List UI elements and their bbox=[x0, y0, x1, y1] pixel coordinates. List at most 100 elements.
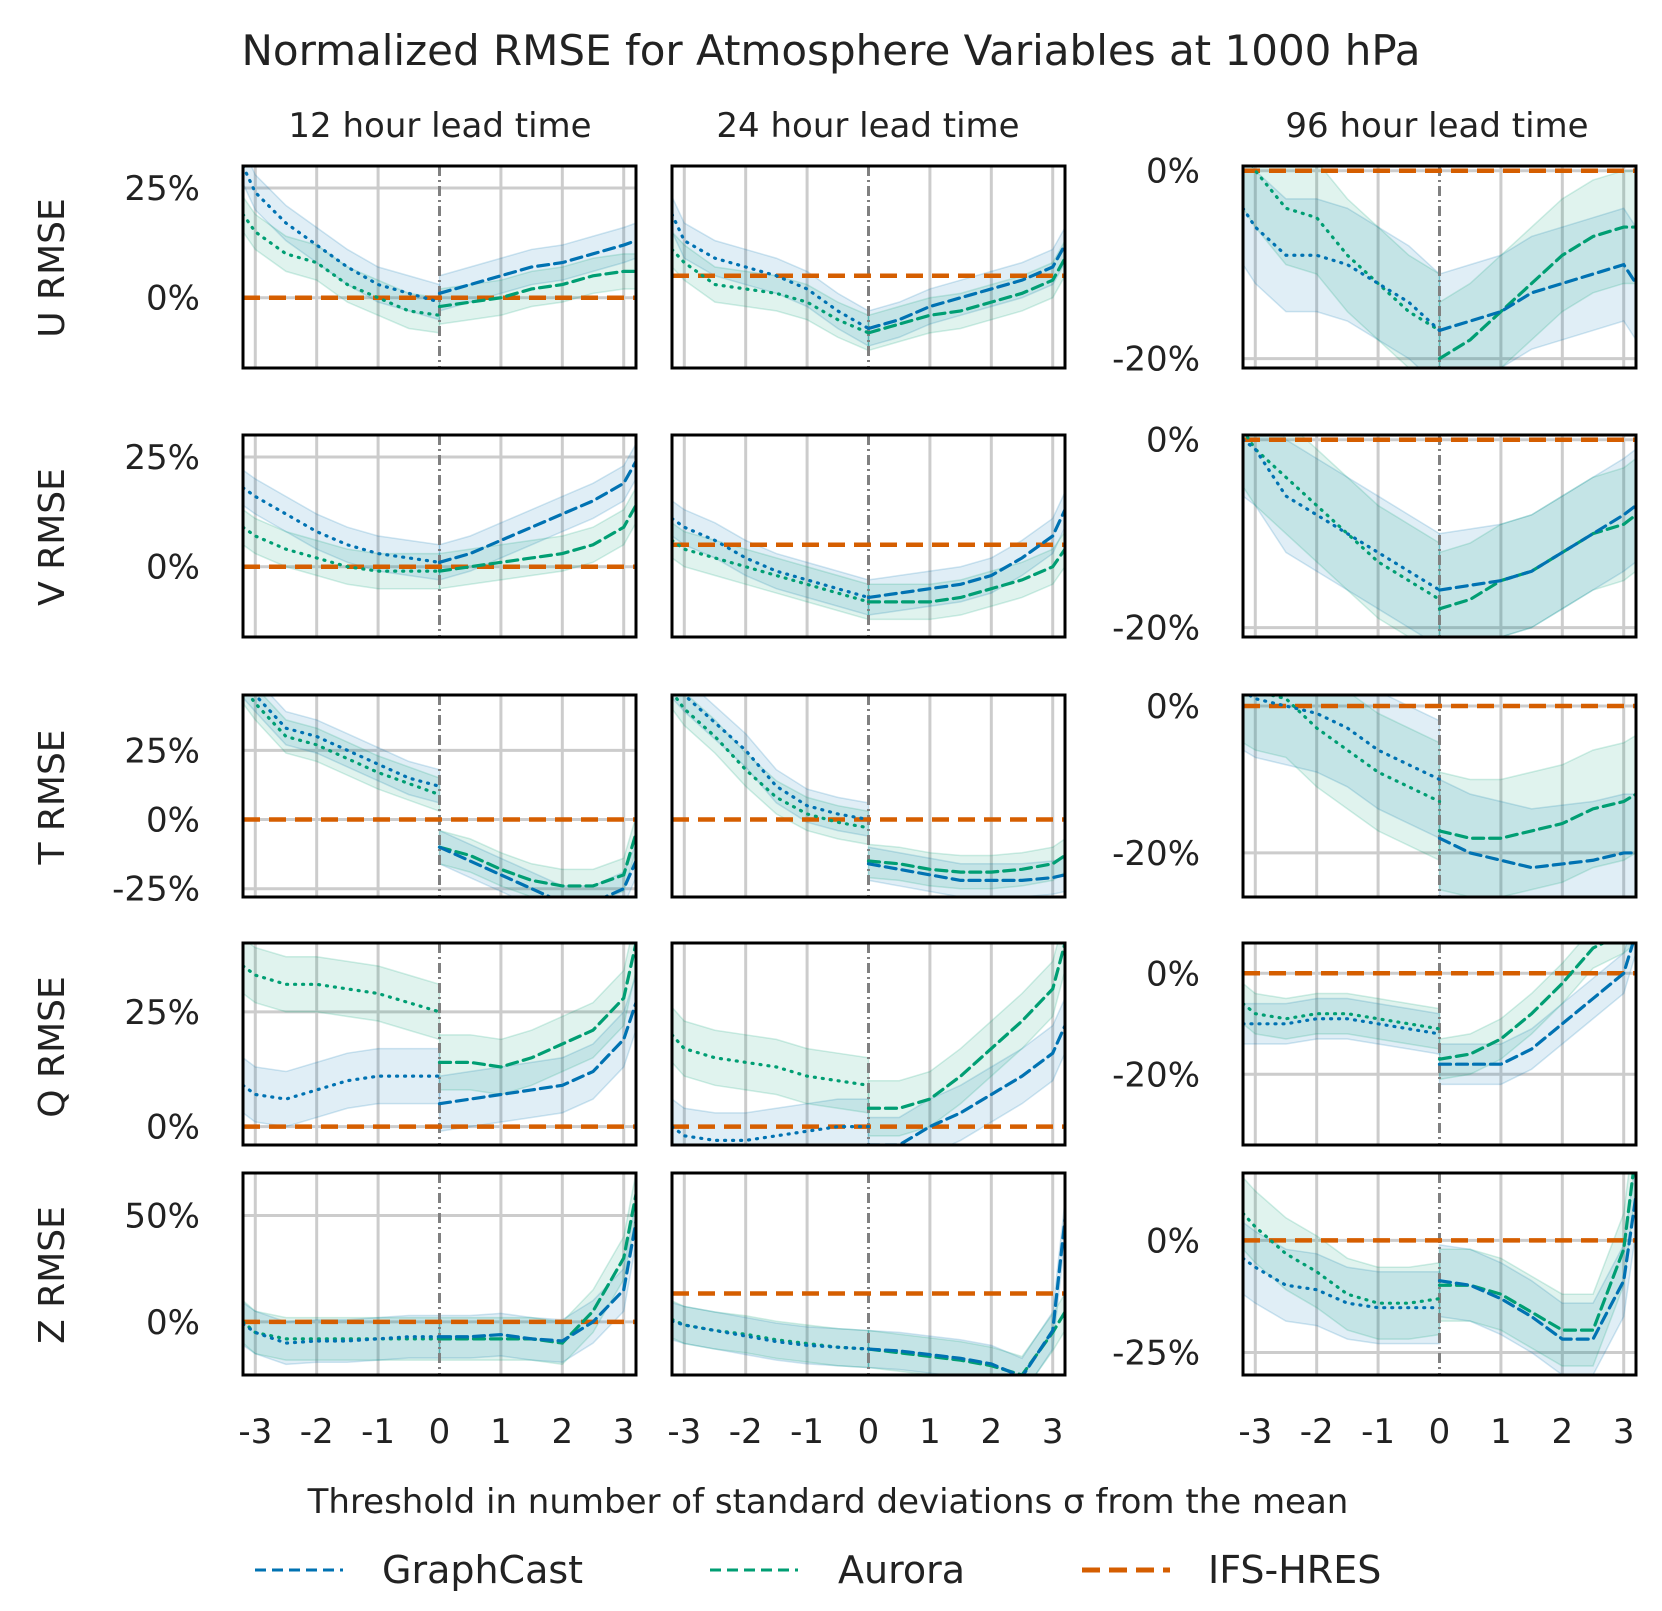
panel-2-1-band-graphcast-high bbox=[867, 846, 1065, 897]
panel-2-0-line-aurora-high bbox=[437, 831, 636, 888]
panel-2-1-line-aurora-low bbox=[672, 695, 871, 830]
panel-2-2-band-graphcast-high bbox=[1438, 778, 1636, 897]
panel-0-0-line-aurora-high bbox=[437, 269, 636, 309]
panel-1-0-plot-area bbox=[243, 435, 636, 637]
panel-1-0-band-aurora-low bbox=[243, 508, 441, 590]
panel-3-0-line-aurora-low bbox=[243, 964, 442, 1014]
panel-0-2-band-aurora-low bbox=[1243, 166, 1441, 368]
panel-2-0-ytick-label: 25% bbox=[124, 731, 200, 771]
panel-3-1-band-graphcast-low bbox=[672, 1098, 870, 1145]
panel-3-0-line-aurora-high bbox=[437, 943, 636, 1069]
panel-grid: 25% 0% 0% -20% 25% 0% 0% -20% 25% 0% -25% 0% -20% 25%… bbox=[112, 152, 1638, 1377]
panel-4-2-ytick-label: 0% bbox=[1146, 1221, 1200, 1261]
panel-4-2-band-graphcast-high bbox=[1438, 1173, 1636, 1375]
panel-1-2-band-aurora-high bbox=[1438, 457, 1636, 637]
panel-1-1-frame bbox=[670, 433, 1067, 639]
panel-2-2-line-graphcast-low bbox=[1246, 695, 1442, 782]
x-tick-label-col1: -1 bbox=[790, 1412, 824, 1452]
panel-4-1-plot-area bbox=[672, 1173, 1065, 1375]
panel-1-2-ytick-label: -20% bbox=[1112, 609, 1200, 649]
panel-4-2-band-aurora-high bbox=[1438, 1173, 1636, 1367]
panel-0-0-frame bbox=[241, 164, 638, 370]
panel-0-1-plot-area bbox=[672, 166, 1065, 368]
panel-2-2: 0% -20% bbox=[1112, 687, 1638, 899]
panel-3-2-frame bbox=[1241, 941, 1638, 1147]
panel-3-2-ytick-label: -20% bbox=[1112, 1055, 1200, 1095]
panel-2-0-ytick-label: -25% bbox=[112, 870, 200, 910]
row-label-z: Z RMSE bbox=[32, 1206, 73, 1344]
panel-0-1 bbox=[670, 164, 1067, 370]
panel-4-2-line-graphcast-low bbox=[1243, 1256, 1442, 1310]
legend: GraphCast Aurora IFS-HRES bbox=[255, 1548, 1381, 1592]
panel-1-0: 25% 0% bbox=[124, 433, 638, 639]
panel-2-0-line-graphcast-low bbox=[253, 695, 442, 788]
panel-3-1-line-aurora-high bbox=[866, 943, 1065, 1110]
panel-1-0-frame bbox=[241, 433, 638, 639]
x-tick-label-col1: 1 bbox=[919, 1412, 941, 1452]
panel-2-1-line-aurora-high bbox=[866, 853, 1065, 874]
x-tick-label-col0: -3 bbox=[238, 1412, 272, 1452]
panel-2-1-plot-area bbox=[672, 695, 1065, 897]
x-tick-label-col2: 0 bbox=[1429, 1412, 1451, 1452]
panel-3-0-band-graphcast-high bbox=[438, 974, 636, 1133]
x-tick-label-col1: 0 bbox=[858, 1412, 880, 1452]
panel-4-2-line-aurora-low bbox=[1243, 1211, 1442, 1305]
panel-2-0-line-aurora-low bbox=[247, 695, 442, 797]
panel-2-2-line-aurora-low bbox=[1263, 695, 1442, 804]
panel-2-0-plot-area bbox=[243, 695, 636, 897]
row-label-t: T RMSE bbox=[32, 729, 73, 865]
panel-0-2-line-graphcast-low bbox=[1243, 206, 1442, 333]
panel-0-1-frame bbox=[670, 164, 1067, 370]
column-title-96h: 96 hour lead time bbox=[1285, 106, 1588, 146]
panel-0-2-frame bbox=[1241, 164, 1638, 370]
panel-2-1-line-graphcast-low bbox=[682, 695, 871, 822]
panel-1-1-line-graphcast-low bbox=[672, 516, 871, 600]
panel-0-1-line-graphcast-low bbox=[672, 212, 871, 331]
panel-2-1-frame bbox=[670, 693, 1067, 899]
panel-0-0-ytick-label: 0% bbox=[146, 279, 200, 319]
panel-2-0-band-aurora-high bbox=[438, 816, 636, 897]
panel-4-0-band-aurora-low bbox=[243, 1299, 441, 1361]
x-tick-label-col1: -2 bbox=[729, 1412, 763, 1452]
panel-4-1 bbox=[670, 1171, 1067, 1377]
panel-4-0-line-graphcast-high bbox=[437, 1220, 636, 1343]
panel-1-1-band-graphcast-high bbox=[867, 491, 1065, 616]
panel-4-0-frame bbox=[241, 1171, 638, 1377]
x-tick-labels: -3 -2 -1 0 1 2 3 -3 -2 -1 0 1 2 3 -3 -2 -1 0 1 2 3 bbox=[238, 1412, 1634, 1452]
panel-1-0-line-graphcast-high bbox=[437, 459, 636, 564]
panel-4-1-band-graphcast-high bbox=[867, 1200, 1065, 1375]
x-tick-label-col2: 2 bbox=[1551, 1412, 1573, 1452]
panel-3-1-band-aurora-high bbox=[867, 943, 1065, 1137]
legend-label-graphcast: GraphCast bbox=[382, 1548, 583, 1592]
panel-1-0-ytick-label: 25% bbox=[124, 438, 200, 478]
panel-0-0-line-graphcast-low bbox=[243, 166, 442, 304]
x-tick-label-col1: 2 bbox=[980, 1412, 1002, 1452]
panel-3-0-band-graphcast-low bbox=[243, 1047, 441, 1128]
panel-4-2-plot-area bbox=[1243, 1173, 1636, 1375]
panel-3-2-line-graphcast-high bbox=[1437, 943, 1635, 1066]
panel-3-2-line-aurora-high bbox=[1437, 943, 1607, 1061]
panel-1-0-line-graphcast-low bbox=[243, 486, 442, 564]
panel-4-0-ytick-label: 50% bbox=[124, 1197, 200, 1237]
panel-1-1-line-aurora-low bbox=[672, 538, 871, 604]
panel-0-1-line-aurora-low bbox=[672, 247, 871, 335]
panel-4-2-frame bbox=[1241, 1171, 1638, 1377]
panel-3-2-ytick-label: 0% bbox=[1146, 954, 1200, 994]
panel-1-1-line-aurora-high bbox=[866, 547, 1065, 604]
legend-label-ifs-hres: IFS-HRES bbox=[1208, 1548, 1381, 1592]
panel-3-2-plot-area bbox=[1243, 943, 1636, 1145]
panel-0-1-band-graphcast-high bbox=[867, 225, 1065, 348]
panel-3-1 bbox=[670, 941, 1067, 1147]
panel-0-0-line-graphcast-high bbox=[437, 239, 636, 295]
panel-2-2-ytick-label: -20% bbox=[1112, 834, 1200, 874]
column-title-24h: 24 hour lead time bbox=[716, 106, 1019, 146]
x-tick-label-col2: -3 bbox=[1238, 1412, 1272, 1452]
panel-2-2-ytick-label: 0% bbox=[1146, 687, 1200, 727]
row-label-u: U RMSE bbox=[32, 198, 73, 337]
x-tick-label-col2: 3 bbox=[1613, 1412, 1635, 1452]
panel-0-2: 0% -20% bbox=[1112, 152, 1638, 380]
panel-0-0-band-aurora-high bbox=[438, 253, 636, 325]
panel-1-1-plot-area bbox=[672, 435, 1065, 637]
x-tick-label-col0: 1 bbox=[490, 1412, 512, 1452]
panel-3-0-plot-area bbox=[243, 943, 636, 1145]
